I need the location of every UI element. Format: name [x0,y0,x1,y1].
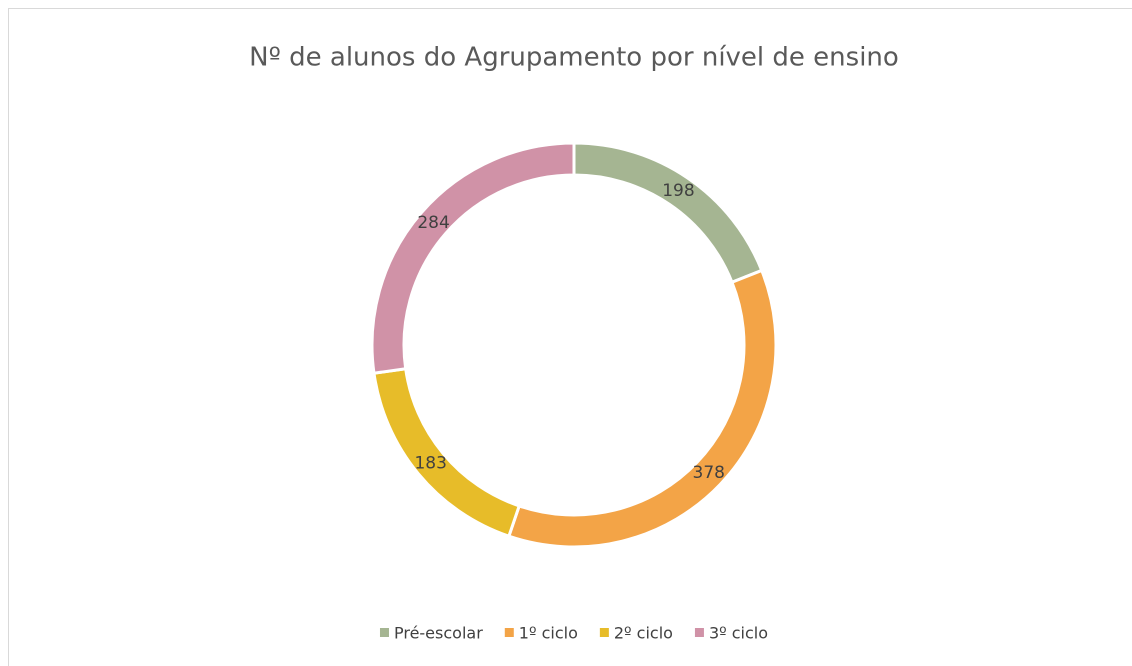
data-label: 183 [414,454,446,474]
chart-title: Nº de alunos do Agrupamento por nível de… [249,43,899,73]
data-label: 378 [693,463,725,483]
legend-label: Pré-escolar [394,624,483,643]
chart-frame [8,8,1132,666]
legend-label: 3º ciclo [709,624,768,643]
legend-marker [379,628,389,637]
donut-slice [370,141,576,375]
legend-marker [504,628,514,637]
legend-marker [694,628,704,637]
legend-label: 1º ciclo [519,624,578,643]
data-label: 198 [662,181,694,201]
legend-marker [599,628,609,637]
data-label: 284 [417,213,449,233]
legend-label: 2º ciclo [614,624,673,643]
